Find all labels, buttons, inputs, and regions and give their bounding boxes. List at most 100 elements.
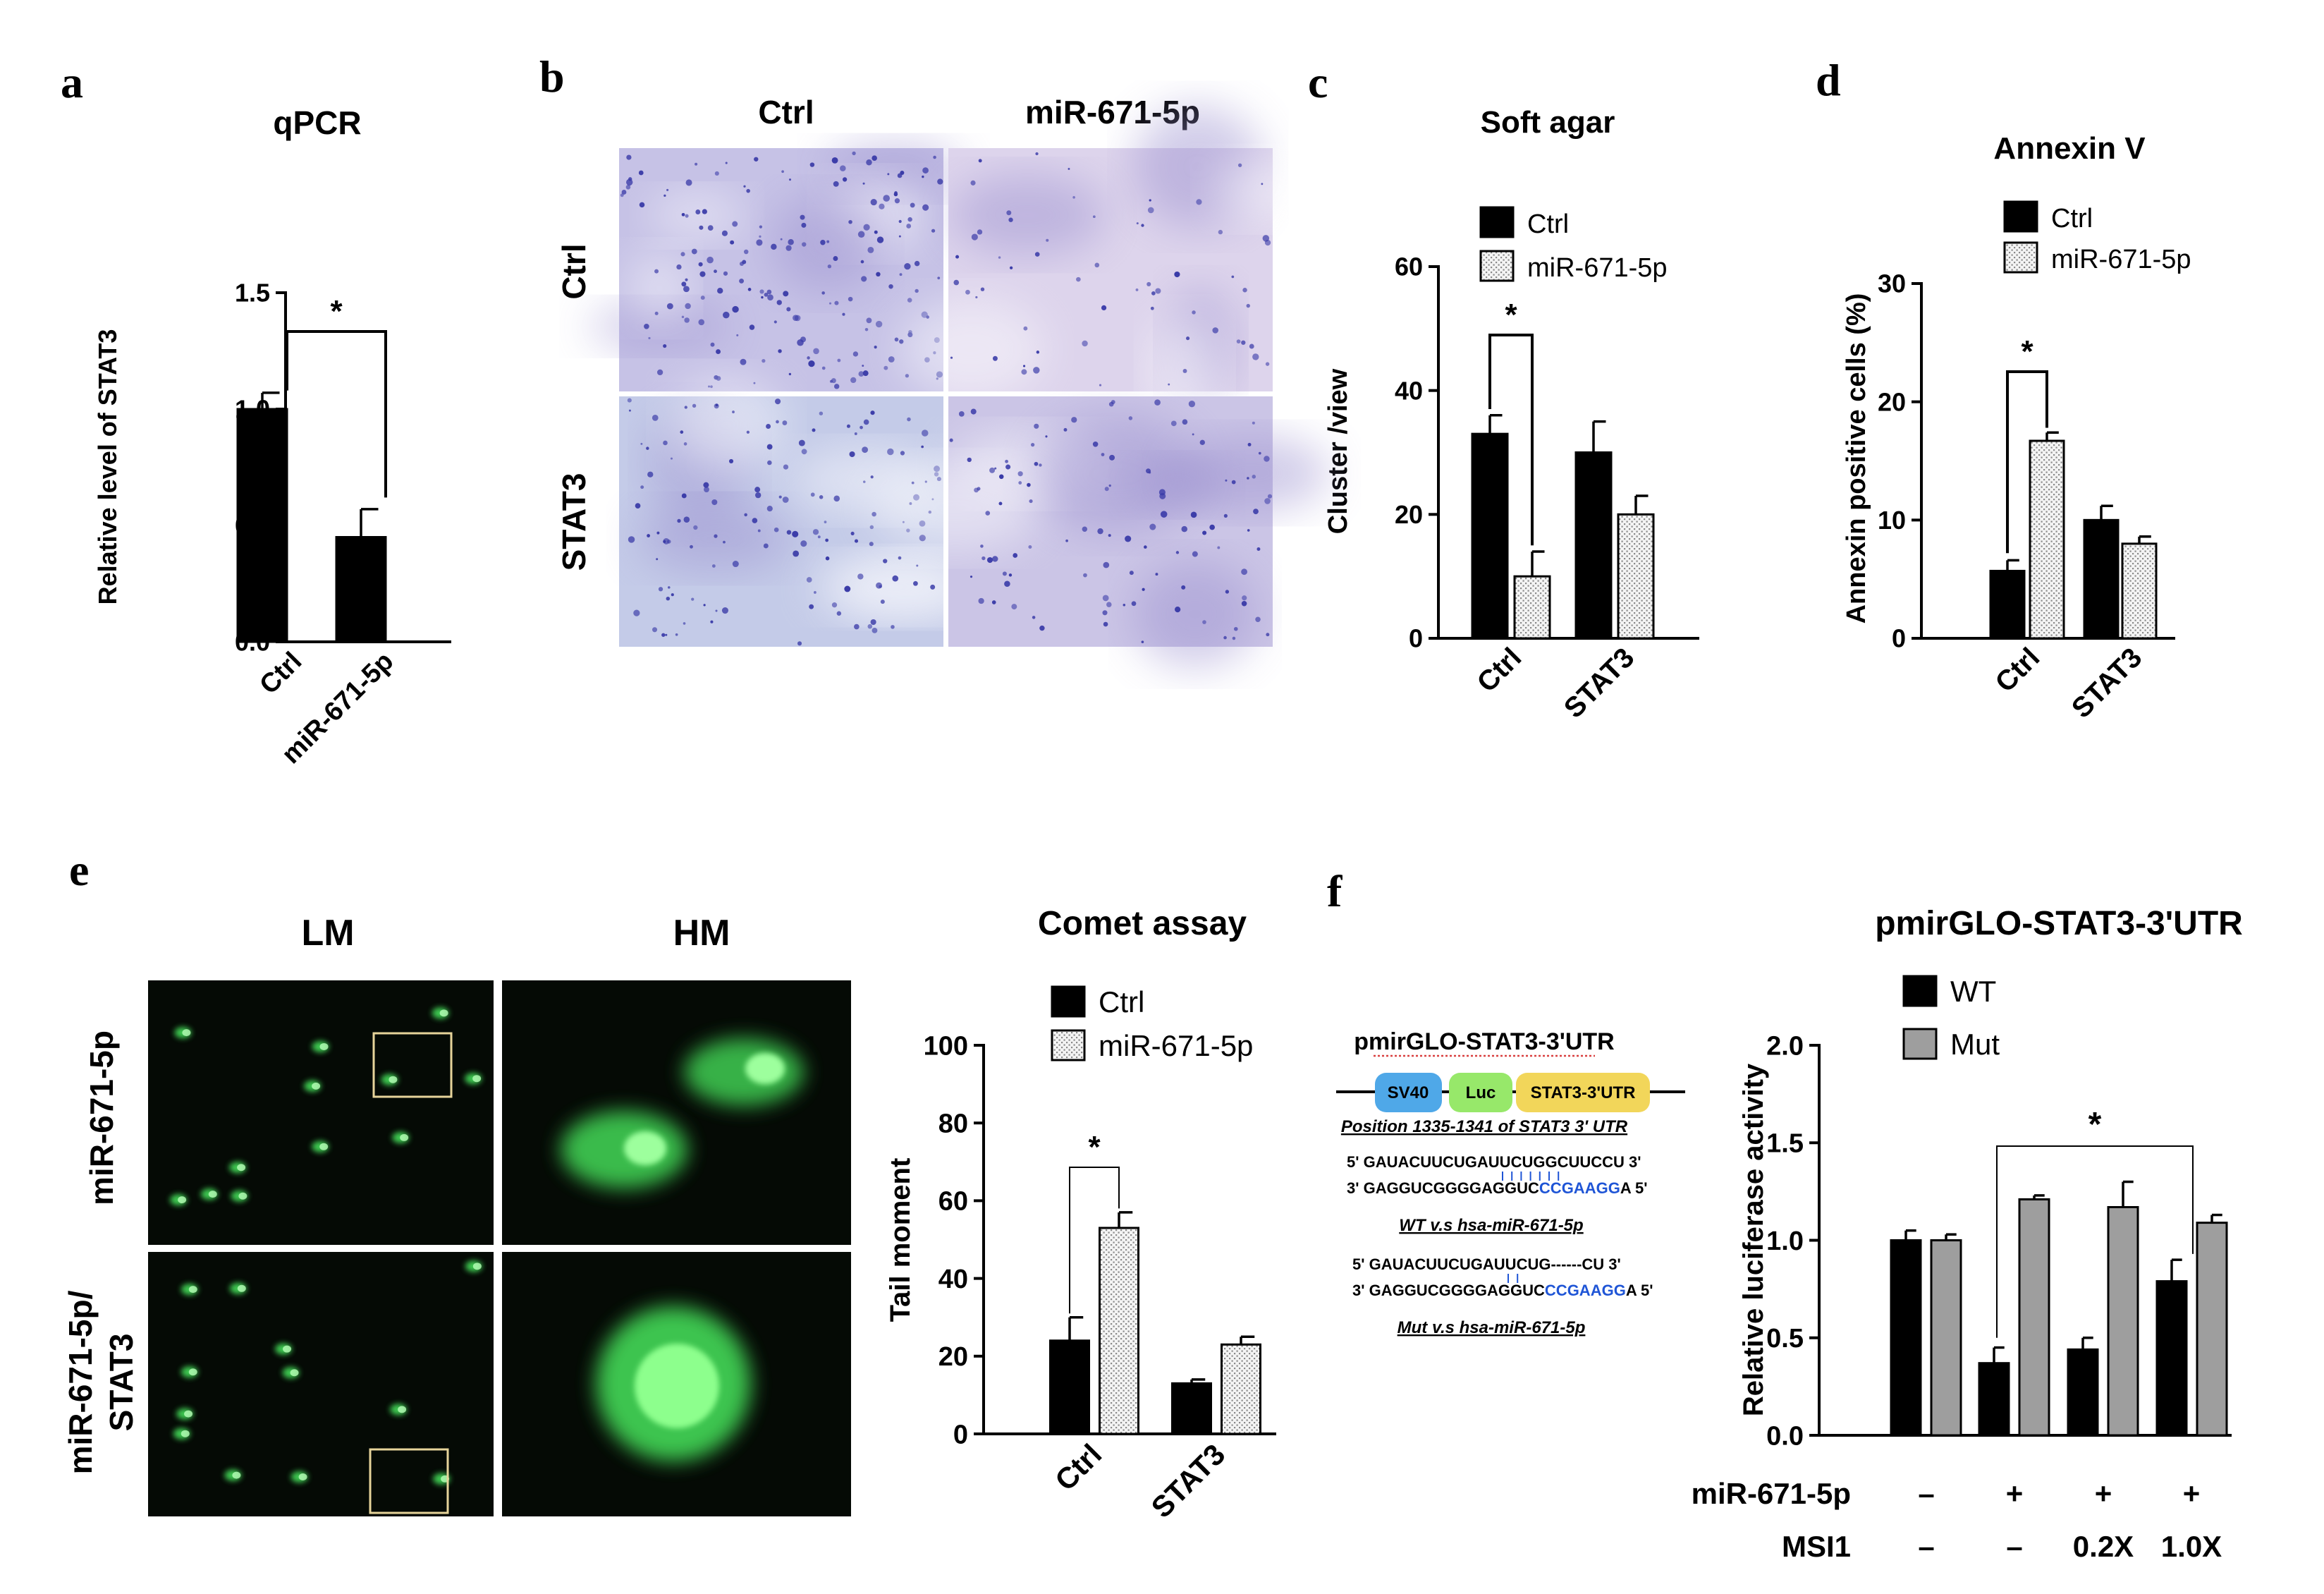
diagram-title: pmirGLO-STAT3-3'UTR xyxy=(1354,1028,1614,1055)
y-tick-label: 20 xyxy=(1395,500,1423,529)
legend-label: Mut xyxy=(1950,1028,2000,1061)
sv40-box xyxy=(1375,1073,1442,1112)
category-label: STAT3 xyxy=(1144,1437,1231,1524)
bar xyxy=(1221,1343,1261,1435)
chart-soft-agar: 0 20 40 60 Cluster /view Soft agar Ctrl miR-671… xyxy=(1323,105,1699,724)
bar xyxy=(2196,1222,2228,1437)
y-tick-label: 100 xyxy=(924,1031,968,1061)
category-label: STAT3 xyxy=(1558,642,1640,724)
mut-mirna-post: A 5' xyxy=(1626,1282,1653,1299)
panel-e-row-label-mir: miR-671-5p xyxy=(83,1030,120,1205)
bar xyxy=(1099,1227,1139,1435)
category-label: Ctrl xyxy=(1048,1437,1108,1497)
significance-bracket xyxy=(1069,1167,1120,1314)
y-tick-label: 80 xyxy=(938,1109,968,1139)
condition-value: + xyxy=(2095,1477,2112,1510)
micrograph-ctrl-mir xyxy=(898,105,1324,430)
bar xyxy=(236,408,288,643)
bar xyxy=(1171,1382,1212,1435)
mut-mrna-sequence: 5' GAUACUUCUGAUUCUG------CU 3' xyxy=(1352,1255,1621,1273)
mut-caption: Mut v.s hsa-miR-671-5p xyxy=(1398,1318,1586,1337)
bar xyxy=(2029,439,2065,640)
legend-swatch xyxy=(1902,1028,1938,1060)
chart-title: Annexin V xyxy=(1993,131,2146,166)
mut-mirna-seed: CCGAAGG xyxy=(1545,1282,1626,1299)
category-label: STAT3 xyxy=(2066,642,2148,724)
y-tick-label: 1.5 xyxy=(1766,1129,1804,1159)
condition-value: – xyxy=(1918,1477,1934,1510)
y-axis-title: Cluster /view xyxy=(1323,368,1353,534)
panel-letter-c: c xyxy=(1308,57,1328,107)
comet-lm-mir-stat3 xyxy=(148,1252,494,1516)
panel-letter-d: d xyxy=(1816,55,1841,105)
mut-mirna-pre: 3' GAGGUCGGGGAGGUC xyxy=(1352,1282,1545,1299)
panel-letter-f: f xyxy=(1327,866,1343,916)
y-tick-label: 60 xyxy=(938,1187,968,1217)
y-tick-label: 30 xyxy=(1878,269,1906,298)
panel-letter-a: a xyxy=(61,57,83,107)
legend-swatch xyxy=(2003,200,2038,233)
legend-label: miR-671-5p xyxy=(1099,1029,1253,1062)
y-tick-label: 2.0 xyxy=(1766,1031,1804,1061)
luc-box-label: Luc xyxy=(1466,1083,1496,1102)
chart-comet-assay: 0 20 40 60 80 100 Tail moment Comet assay Ctrl mi… xyxy=(885,905,1276,1524)
mut-mirna-sequence: 3' GAGGUCGGGGAGGUCCCGAAGGA 5' xyxy=(1352,1282,1653,1299)
y-axis-title: Relative level of STAT3 xyxy=(93,329,122,605)
panel-e-row-label-mir-stat3-line1: miR-671-5p/ xyxy=(62,1290,99,1474)
panel-b-col-label-ctrl: Ctrl xyxy=(758,94,814,130)
bar xyxy=(2083,518,2120,640)
sv40-box-label: SV40 xyxy=(1388,1083,1429,1102)
legend-swatch xyxy=(1479,206,1515,238)
position-caption: Position 1335-1341 of STAT3 3' UTR xyxy=(1341,1117,1628,1136)
bar xyxy=(1471,432,1509,640)
wt-mirna-post: A 5' xyxy=(1620,1179,1648,1197)
bar xyxy=(335,536,387,643)
significance-star: * xyxy=(2021,334,2034,369)
bar xyxy=(1890,1239,1922,1437)
bar xyxy=(1513,575,1551,640)
chart-title: Soft agar xyxy=(1481,105,1615,140)
condition-row-label: miR-671-5p xyxy=(1692,1477,1851,1510)
bar xyxy=(2067,1348,2099,1437)
legend-swatch xyxy=(1902,975,1938,1007)
legend-swatch xyxy=(1479,250,1515,282)
y-tick-label: 0 xyxy=(953,1420,968,1449)
panel-e-col-label-hm: HM xyxy=(673,913,730,954)
panel-e-micrographs: LM HM miR-671-5p miR-671-5p/ STAT3 xyxy=(62,913,851,1516)
y-tick-label: 20 xyxy=(938,1342,968,1372)
bar xyxy=(2121,542,2158,640)
micrograph-ctrl-ctrl xyxy=(588,143,962,391)
significance-star: * xyxy=(1088,1130,1101,1164)
legend-label: miR-671-5p xyxy=(1527,253,1668,283)
wt-caption: WT v.s hsa-miR-671-5p xyxy=(1399,1216,1583,1235)
mut-base-pairs xyxy=(1507,1274,1519,1283)
y-tick-label: 0 xyxy=(1892,624,1906,653)
wt-mirna-seed: CCGAAGG xyxy=(1539,1179,1620,1197)
legend-label: WT xyxy=(1950,975,1996,1008)
significance-bracket xyxy=(1488,334,1534,546)
panel-b-micrographs: Ctrl miR-671-5p Ctrl STAT3 xyxy=(556,94,1330,668)
bar xyxy=(2107,1205,2139,1437)
legend-label: miR-671-5p xyxy=(2051,245,2191,274)
significance-star: * xyxy=(330,294,343,329)
legend-swatch xyxy=(1051,1029,1086,1061)
zoom-box xyxy=(369,1448,449,1514)
legend-label: Ctrl xyxy=(2051,204,2093,233)
panel-e-row-label-mir-stat3-line2: STAT3 xyxy=(103,1334,140,1432)
y-tick-label: 20 xyxy=(1878,387,1906,416)
comet-lm-mir xyxy=(148,980,494,1245)
panel-e-col-label-lm: LM xyxy=(301,913,354,954)
panel-f-diagram: pmirGLO-STAT3-3'UTR SV40 Luc STAT3-3'UTR… xyxy=(1336,1028,1685,1337)
y-tick-label: 1.5 xyxy=(235,279,270,308)
y-axis-title: Tail moment xyxy=(885,1158,916,1322)
bar xyxy=(1574,451,1613,640)
bar xyxy=(1617,513,1655,640)
zoom-box xyxy=(372,1032,453,1098)
wt-mirna-sequence: 3' GAGGUCGGGGAGGUCCCGAAGGA 5' xyxy=(1347,1179,1647,1197)
bar xyxy=(1049,1339,1090,1435)
legend-label: Ctrl xyxy=(1099,985,1144,1018)
y-tick-label: 0.5 xyxy=(1766,1324,1804,1353)
